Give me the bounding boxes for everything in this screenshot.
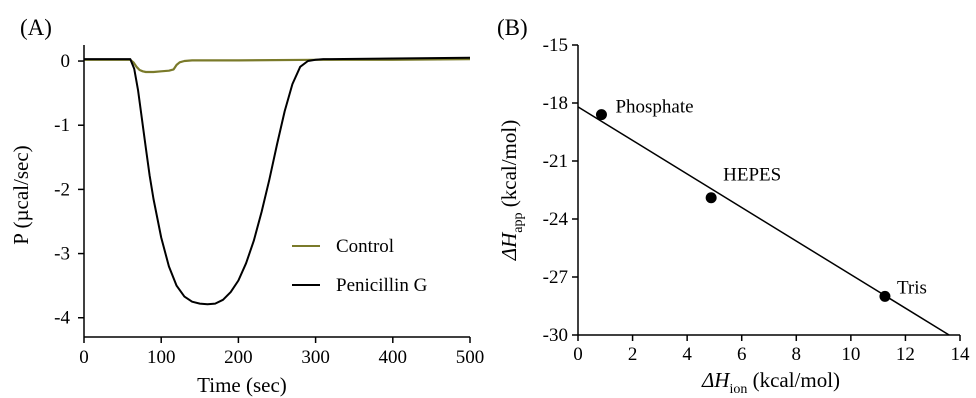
panel-a-y-tick-label: -4 (54, 308, 70, 329)
panel-b-y-axis-label: ΔHapp (kcal/mol) (497, 120, 526, 261)
panel-a-x-tick-label: 500 (456, 347, 485, 368)
series-penicillin-g-line (84, 56, 471, 306)
panel-b-y-tick-label: -24 (543, 209, 569, 230)
panel-a-y-tick-label: -2 (54, 179, 70, 200)
panel-b-x-tick-label: 4 (682, 344, 692, 365)
panel-a-y-axis-label: P (µcal/sec) (9, 145, 33, 244)
panel-a-y-tick-label: 0 (61, 51, 71, 72)
panel-a-plot-area (84, 56, 471, 306)
panel-b-x-tick-label: 2 (628, 344, 638, 365)
panel-b-fit-line (577, 106, 950, 336)
panel-b-x-axis-label-units: (kcal/mol) (747, 368, 840, 392)
data-point-phosphate (595, 109, 607, 121)
panel-b-y-tick-label: -30 (543, 325, 568, 346)
series-control-line (84, 58, 471, 74)
panel-b-plot-area: Phosphate HEPES Tris (577, 97, 950, 336)
panel-a-x-tick-label: 400 (379, 347, 408, 368)
data-point-label-tris: Tris (897, 277, 927, 298)
panel-b-x-tick-label: 6 (737, 344, 747, 365)
data-point-label-hepes: HEPES (723, 165, 781, 186)
panel-b-label: (B) (497, 15, 528, 40)
panel-b-scatter-chart: (B) Phosphate HEPES Tris 0 2 4 6 8 10 12 14 -15 -18… (497, 15, 970, 397)
panel-b-x-tick-label: 12 (896, 344, 915, 365)
panel-b-y-axis-label-sub: app (511, 213, 526, 233)
panel-a-x-tick-label: 300 (301, 347, 330, 368)
panel-b-x-axis-label-sub: ion (729, 382, 747, 397)
panel-a-line-chart: (A) 0 100 200 300 400 500 0 -1 -2 -3 -4 Control Pe… (9, 15, 484, 397)
panel-b-y-axis-label-main: ΔH (497, 231, 521, 261)
panel-b-y-tick-label: -18 (543, 93, 568, 114)
data-point-tris (879, 290, 891, 302)
panel-a-x-tick-label: 200 (224, 347, 253, 368)
panel-a-y-tick-label: -1 (54, 115, 70, 136)
panel-b-y-tick-label: -21 (543, 151, 568, 172)
panel-b-axes: 0 2 4 6 8 10 12 14 -15 -18 -21 -24 -27 -30 (543, 35, 970, 365)
legend-penicillin-label: Penicillin G (336, 275, 428, 296)
panel-a-y-tick-label: -3 (54, 244, 70, 265)
panel-b-y-tick-label: -27 (543, 267, 568, 288)
panel-b-x-tick-label: 8 (792, 344, 802, 365)
panel-a-x-tick-label: 0 (79, 347, 89, 368)
legend-control-label: Control (336, 236, 394, 257)
panel-a-legend: Control Penicillin G (292, 236, 428, 296)
panel-a-x-tick-label: 100 (147, 347, 176, 368)
panel-a-axes: 0 100 200 300 400 500 0 -1 -2 -3 -4 (54, 45, 484, 368)
panel-b-y-axis-label-units: (kcal/mol) (497, 120, 521, 213)
panel-b-y-tick-label: -15 (543, 35, 568, 56)
panel-a-x-axis-label: Time (sec) (197, 373, 287, 397)
panel-b-x-axis-label-main: ΔH (701, 368, 731, 392)
panel-b-x-tick-label: 14 (951, 344, 971, 365)
panel-b-x-axis-label: ΔHion (kcal/mol) (701, 368, 840, 397)
panel-a-label: (A) (20, 15, 52, 40)
panel-b-x-tick-label: 0 (573, 344, 583, 365)
data-point-label-phosphate: Phosphate (615, 97, 693, 118)
panel-b-x-tick-label: 10 (841, 344, 860, 365)
data-point-hepes (705, 192, 717, 204)
